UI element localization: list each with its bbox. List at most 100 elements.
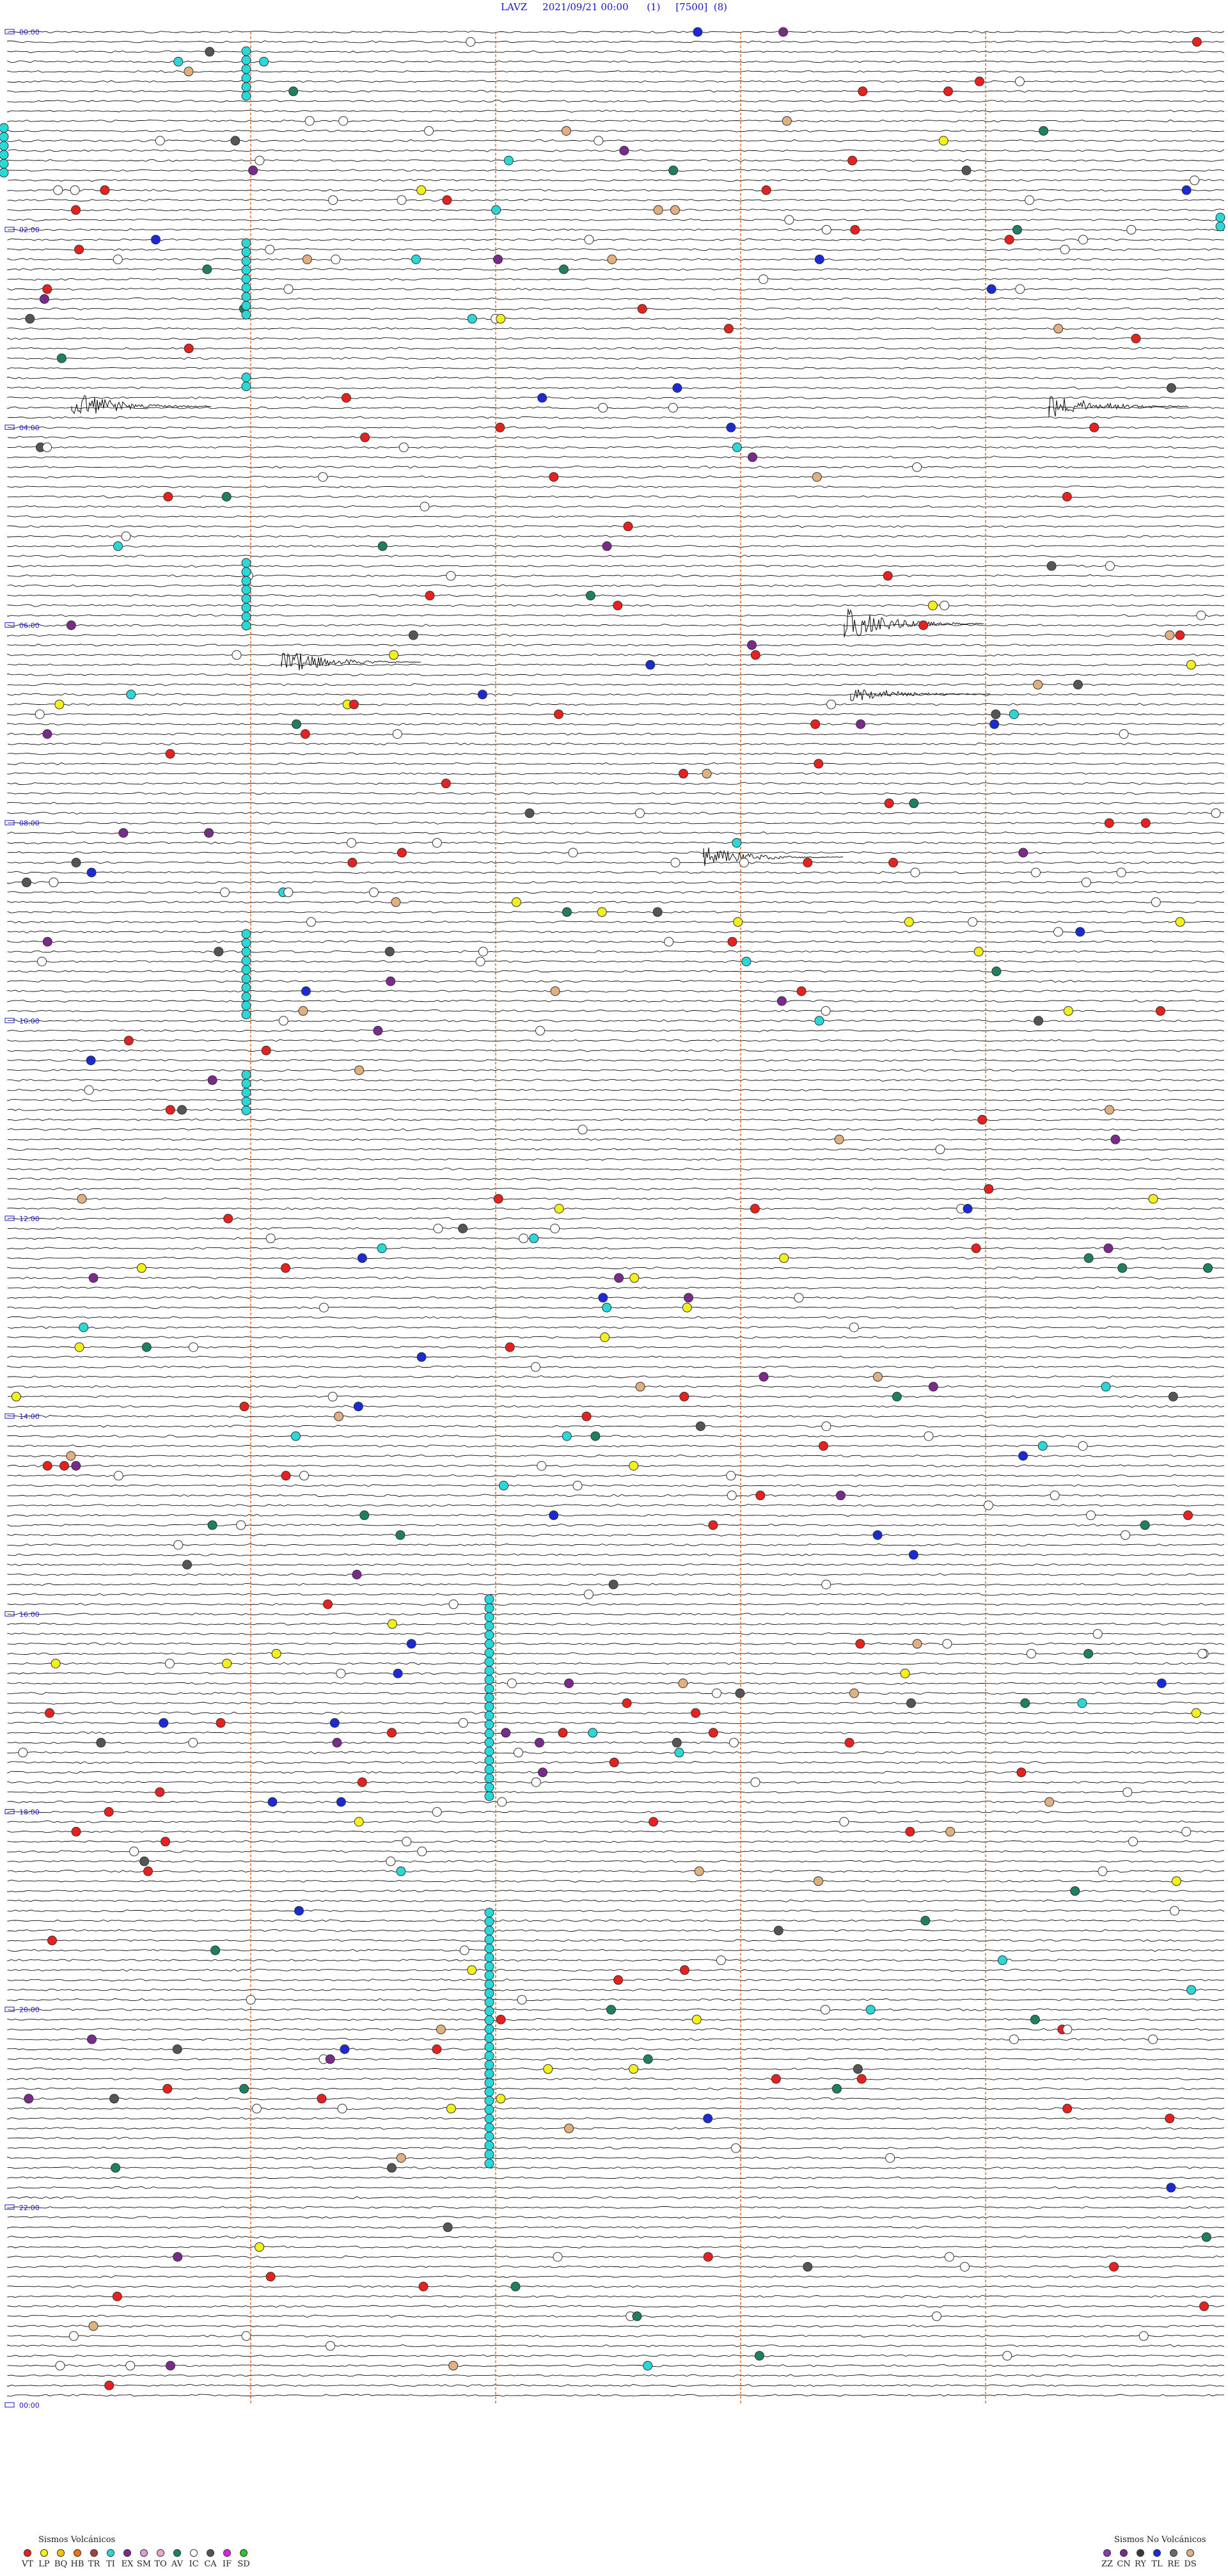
seismic-trace-line bbox=[7, 406, 1224, 409]
event-marker bbox=[726, 1471, 736, 1481]
event-marker bbox=[261, 1045, 271, 1055]
seismic-trace-line bbox=[7, 1948, 1225, 1952]
seismic-trace-line bbox=[7, 465, 1225, 469]
tremor-marker bbox=[484, 1908, 494, 1918]
event-marker bbox=[1138, 2331, 1149, 2341]
event-marker bbox=[1015, 284, 1025, 294]
tremor-marker bbox=[484, 1988, 494, 1998]
event-marker bbox=[900, 1668, 910, 1679]
seismic-trace-line bbox=[7, 1494, 1225, 1497]
event-marker bbox=[821, 225, 831, 235]
seismic-trace-line bbox=[7, 1068, 1225, 1072]
event-marker bbox=[826, 699, 837, 709]
hour-marker-box bbox=[4, 226, 15, 232]
event-marker bbox=[323, 1599, 333, 1609]
seismic-trace-line bbox=[7, 970, 1225, 973]
tremor-marker bbox=[484, 1684, 494, 1694]
event-marker bbox=[219, 887, 230, 897]
tremor-marker bbox=[241, 1000, 251, 1011]
legend-code-label: CA bbox=[204, 2559, 217, 2569]
event-marker bbox=[668, 402, 678, 413]
hour-marker-box bbox=[4, 1018, 15, 1023]
tremor-marker bbox=[241, 82, 251, 92]
event-marker bbox=[433, 1224, 443, 1233]
event-marker bbox=[42, 936, 52, 947]
seismic-trace-line bbox=[7, 1207, 1225, 1210]
event-marker bbox=[1201, 2232, 1211, 2242]
seismic-trace-line bbox=[7, 426, 1225, 429]
event-marker bbox=[1025, 195, 1035, 205]
seismic-trace-line bbox=[7, 2364, 1225, 2367]
flag-2: (8) bbox=[713, 1, 727, 13]
hour-label: 08:00 bbox=[19, 819, 40, 828]
seismic-trace-line bbox=[7, 99, 1225, 103]
legend-swatch-icon bbox=[1137, 2549, 1144, 2557]
event-marker bbox=[173, 2252, 183, 2262]
event-marker bbox=[338, 116, 349, 126]
event-marker bbox=[109, 2094, 119, 2104]
seismic-trace-line bbox=[7, 1563, 1225, 1567]
event-marker bbox=[1062, 492, 1072, 502]
tremor-marker bbox=[484, 1934, 494, 1945]
event-marker bbox=[561, 126, 571, 136]
event-marker bbox=[255, 2242, 265, 2252]
legend-volcanic-item-sm: SM bbox=[136, 2549, 152, 2569]
tremor-marker bbox=[0, 141, 9, 151]
event-marker bbox=[1117, 1263, 1128, 1273]
event-marker bbox=[1073, 679, 1083, 690]
event-marker bbox=[35, 709, 45, 720]
event-marker bbox=[166, 2360, 175, 2371]
legend-nonvolcanic-item-zz: ZZ bbox=[1099, 2549, 1115, 2569]
event-marker bbox=[1156, 1679, 1167, 1688]
legend-swatch-icon bbox=[74, 2549, 81, 2557]
event-marker bbox=[1148, 2034, 1158, 2044]
event-marker bbox=[776, 996, 787, 1006]
tremor-marker bbox=[0, 150, 9, 160]
seismic-trace-line bbox=[7, 267, 1225, 271]
legend-nonvolcanic-item-cn: CN bbox=[1115, 2549, 1132, 2569]
event-marker bbox=[299, 1471, 309, 1481]
seismic-trace-line bbox=[7, 702, 1225, 706]
event-marker bbox=[741, 956, 752, 967]
event-marker bbox=[163, 492, 173, 502]
seismic-trace-line bbox=[7, 1721, 1225, 1725]
seismic-trace-line bbox=[7, 2324, 1225, 2328]
seismic-trace-line bbox=[7, 1672, 1225, 1675]
tremor-marker bbox=[241, 1087, 251, 1098]
legend-volcanic-item-tr: TR bbox=[86, 2549, 102, 2569]
event-marker bbox=[446, 2103, 456, 2114]
event-marker bbox=[325, 2054, 335, 2064]
tremor-marker bbox=[241, 983, 251, 993]
seismic-trace-line bbox=[7, 1711, 1225, 1715]
seismic-trace-line bbox=[7, 1059, 1225, 1062]
event-marker bbox=[165, 1105, 175, 1115]
event-marker bbox=[239, 2083, 249, 2094]
event-marker bbox=[550, 1224, 560, 1233]
tremor-marker bbox=[484, 2078, 494, 2088]
event-marker bbox=[123, 1036, 134, 1046]
legend-nonvolcanic-item-ds: DS bbox=[1182, 2549, 1199, 2569]
event-marker bbox=[664, 936, 674, 947]
event-marker bbox=[129, 1846, 139, 1856]
seismic-trace-line bbox=[7, 732, 1225, 736]
event-marker bbox=[1083, 1648, 1094, 1659]
event-marker bbox=[649, 1817, 659, 1827]
event-marker bbox=[944, 2252, 954, 2262]
seismic-trace-line bbox=[7, 2394, 1225, 2397]
seismic-trace-line bbox=[7, 2077, 1225, 2080]
event-marker bbox=[750, 1204, 760, 1213]
seismic-trace-line bbox=[7, 2334, 1225, 2338]
event-marker bbox=[855, 1639, 865, 1649]
event-marker bbox=[328, 195, 338, 205]
event-marker bbox=[1016, 1767, 1027, 1778]
seismic-trace-line bbox=[7, 1771, 1225, 1774]
event-marker bbox=[386, 976, 396, 986]
event-marker bbox=[1089, 422, 1099, 432]
tremor-marker bbox=[241, 1070, 251, 1080]
event-marker bbox=[207, 1075, 217, 1086]
seismic-trace-line bbox=[7, 2186, 1225, 2189]
seismic-trace-line bbox=[7, 159, 1225, 162]
legend-code-label: ZZ bbox=[1101, 2559, 1114, 2569]
event-marker bbox=[392, 729, 402, 739]
event-marker bbox=[42, 442, 52, 452]
